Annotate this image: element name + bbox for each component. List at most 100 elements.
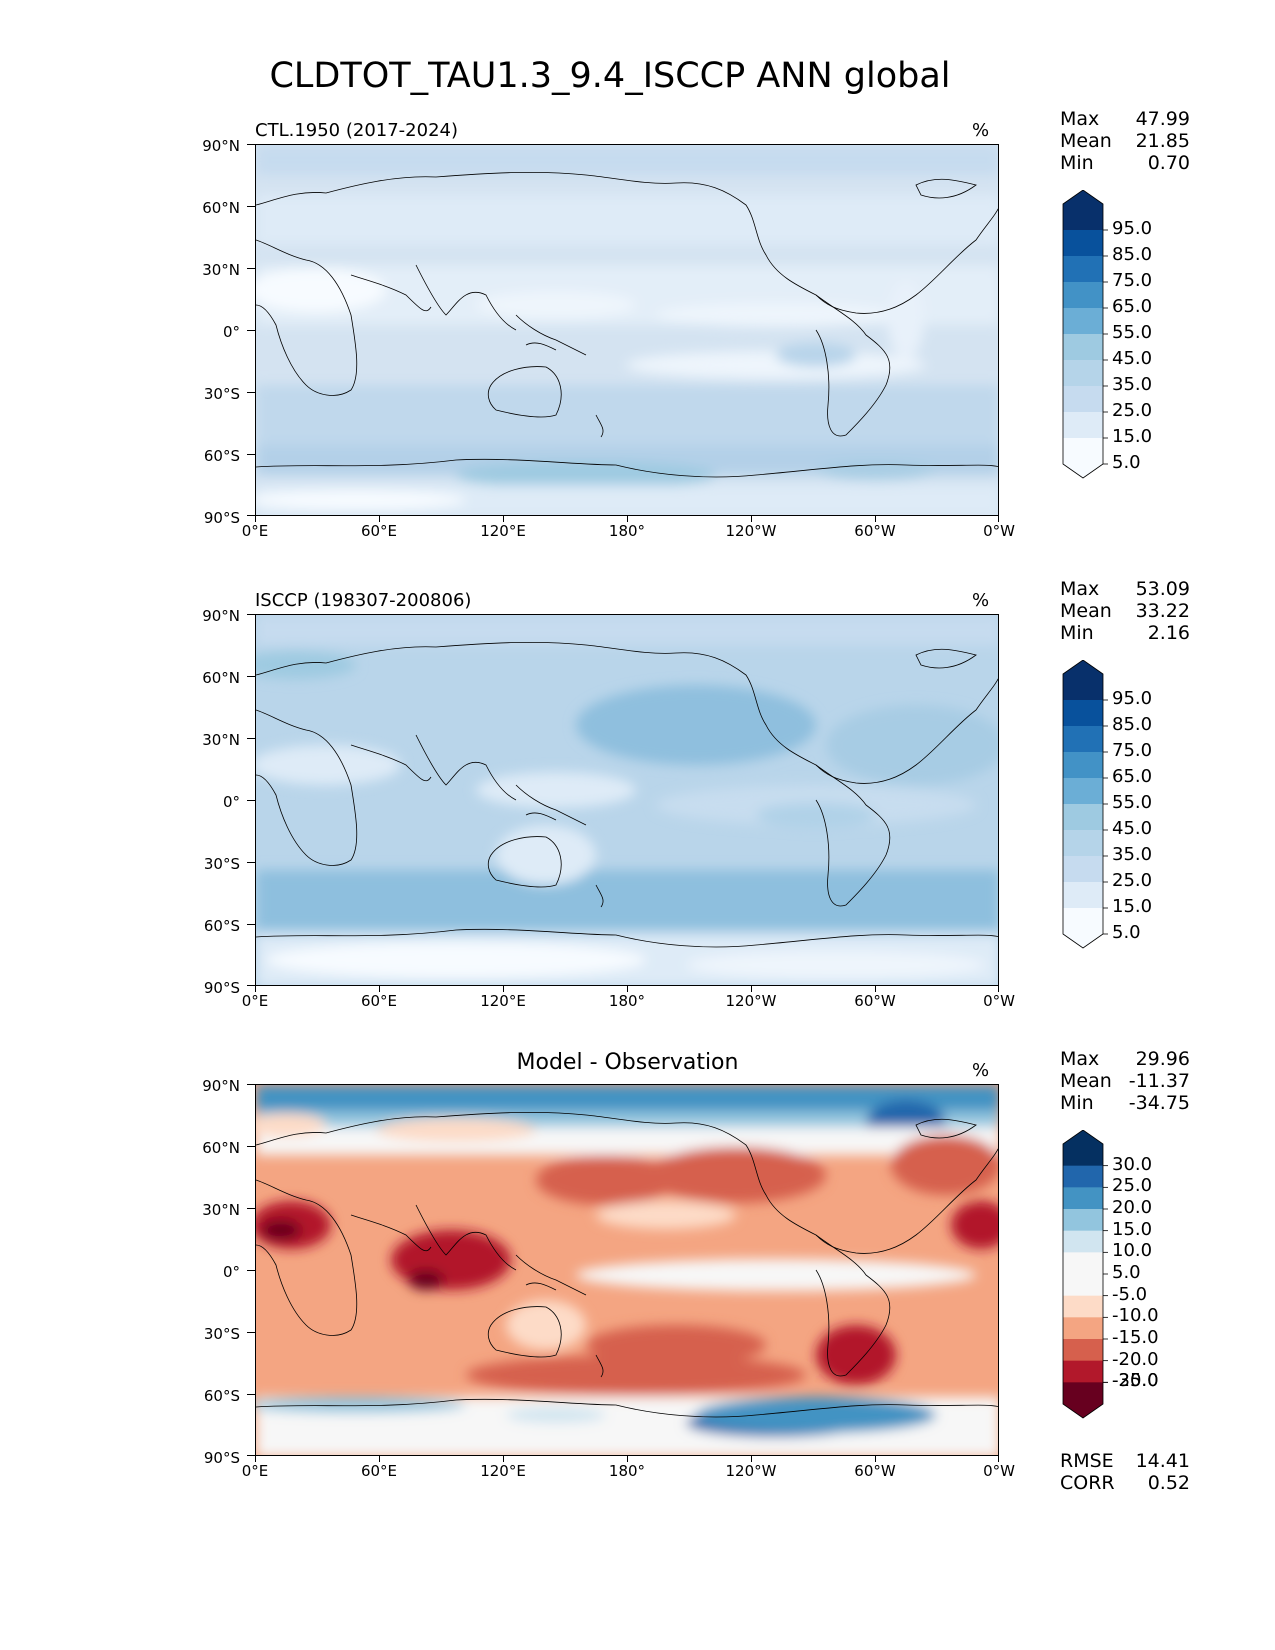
lon-tick-label: 0°E: [241, 1462, 269, 1480]
lon-tick-label: 0°E: [241, 522, 269, 540]
stat-label: Mean: [1060, 130, 1112, 152]
tick-mark: [998, 986, 999, 992]
colorbar-segment: [1063, 334, 1103, 361]
tick-mark: [875, 516, 876, 522]
colorbar-tick-label: 30.0: [1112, 1153, 1153, 1175]
panel-title: Model - Observation: [516, 1050, 739, 1075]
map-observation: [255, 614, 999, 986]
colorbar-segment: [1063, 882, 1103, 909]
colorbar-tick-label: -15.0: [1112, 1327, 1159, 1348]
lon-tick-label: 180°: [608, 992, 646, 1010]
colorbar: [1062, 190, 1108, 479]
lon-tick-label: 60°E: [360, 522, 398, 540]
panel-model: CTL.1950 (2017-2024) %: [0, 108, 1275, 590]
tick-mark: [998, 1456, 999, 1462]
colorbar-extend-top: [1063, 660, 1103, 674]
lon-tick-label: 60°W: [854, 522, 896, 540]
colorbar-segment: [1063, 674, 1103, 701]
colorbar-tick-label: 15.0: [1112, 896, 1153, 917]
colorbar-tick-label: 55.0: [1112, 322, 1153, 343]
lat-tick-label: 60°N: [202, 669, 240, 687]
lat-tick-label: 30°N: [202, 1201, 240, 1219]
colorbar-tick-label: 25.0: [1112, 1175, 1153, 1197]
colorbar-segment: [1063, 856, 1103, 883]
colorbar-segment: [1063, 1295, 1103, 1318]
colorbar-segment: [1063, 1209, 1103, 1232]
colorbar-segment: [1063, 308, 1103, 335]
unit-label: %: [972, 590, 990, 611]
lon-tick-label: 0°W: [983, 992, 1015, 1010]
lat-tick-label: 30°S: [203, 855, 240, 873]
tick-mark: [247, 144, 255, 145]
colorbar-segment: [1063, 1144, 1103, 1167]
tick-mark: [379, 986, 380, 992]
rmse-label: RMSE: [1060, 1450, 1114, 1472]
stat-max: 53.09: [1135, 578, 1190, 600]
tick-mark: [627, 516, 628, 522]
lon-tick-label: 180°: [608, 1462, 646, 1480]
map-model: [255, 144, 999, 516]
lon-tick-label: 60°E: [360, 1462, 398, 1480]
colorbar-tick-label: 95.0: [1112, 218, 1153, 239]
lat-tick-label: 90°N: [202, 137, 240, 155]
tick-mark: [247, 1270, 255, 1271]
lat-tick-label: 90°N: [202, 1077, 240, 1095]
colorbar-segment: [1063, 752, 1103, 779]
colorbar-segment: [1063, 360, 1103, 387]
tick-mark: [255, 516, 256, 522]
tick-mark: [751, 1456, 752, 1462]
tick-mark: [379, 516, 380, 522]
colorbar-segment: [1063, 1165, 1103, 1188]
tick-mark: [247, 676, 255, 677]
stat-label: Min: [1060, 1092, 1094, 1114]
tick-mark: [255, 1456, 256, 1462]
colorbar-tick-label: 5.0: [1112, 1262, 1141, 1283]
stat-label: Mean: [1060, 1070, 1112, 1092]
stat-label: Mean: [1060, 600, 1112, 622]
colorbar-extend-bottom: [1063, 464, 1103, 478]
colorbar-segment: [1063, 1230, 1103, 1253]
colorbar-tick-label: 20.0: [1112, 1197, 1153, 1218]
stat-mean: 21.85: [1135, 130, 1190, 152]
tick-mark: [751, 516, 752, 522]
colorbar-tick-label: 35.0: [1112, 374, 1153, 395]
colorbar-tick-label: 15.0: [1112, 1218, 1153, 1240]
lat-tick-label: 90°S: [203, 979, 240, 997]
colorbar-segment: [1063, 1274, 1103, 1297]
lat-tick-label: 30°S: [203, 385, 240, 403]
coastlines: [256, 1111, 998, 1418]
lat-tick-label: 30°N: [202, 261, 240, 279]
stat-max: 47.99: [1135, 108, 1190, 130]
colorbar-segment: [1063, 1339, 1103, 1362]
colorbar-segment: [1063, 1317, 1103, 1340]
colorbar-segment: [1063, 282, 1103, 309]
coastlines: [256, 641, 998, 948]
stat-label: Max: [1060, 108, 1100, 130]
tick-mark: [247, 268, 255, 269]
tick-mark: [875, 1456, 876, 1462]
lat-tick-label: 60°S: [203, 1387, 240, 1405]
tick-mark: [503, 1456, 504, 1462]
colorbar-segment: [1063, 386, 1103, 413]
colorbar-segment: [1063, 204, 1103, 231]
panel-title: ISCCP (198307-200806): [255, 590, 472, 611]
colorbar-outline: [1062, 1130, 1104, 1419]
colorbar-segment: [1063, 256, 1103, 283]
tick-mark: [627, 986, 628, 992]
tick-mark: [247, 1146, 255, 1147]
tick-mark: [247, 862, 255, 863]
stats-box: Max 29.96 Mean -11.37 Min -34.75: [1060, 1048, 1190, 1114]
stat-label: Max: [1060, 1048, 1100, 1070]
tick-mark: [247, 985, 255, 986]
tick-mark: [247, 1455, 255, 1456]
lon-tick-label: 120°E: [480, 1462, 526, 1480]
colorbar-segment: [1063, 778, 1103, 805]
tick-mark: [247, 1084, 255, 1085]
tick-mark: [247, 454, 255, 455]
colorbar-tick-label: 35.0: [1112, 844, 1153, 865]
colorbar-tick-label: 65.0: [1112, 296, 1153, 317]
lat-tick-label: 60°N: [202, 1139, 240, 1157]
lon-tick-label: 120°E: [480, 992, 526, 1010]
colorbar-segment: [1063, 230, 1103, 257]
tick-mark: [247, 206, 255, 207]
